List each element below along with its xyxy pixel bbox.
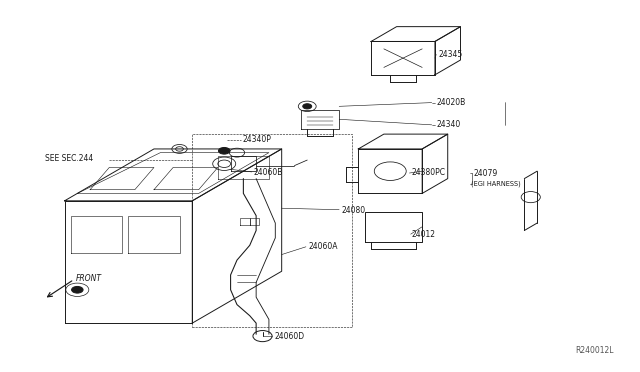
Text: 24020B: 24020B <box>437 98 466 107</box>
Text: R240012L: R240012L <box>575 346 614 355</box>
Text: 24012: 24012 <box>412 230 436 239</box>
Text: 24080: 24080 <box>341 206 365 215</box>
Text: FRONT: FRONT <box>76 274 102 283</box>
Text: 24340: 24340 <box>437 120 461 129</box>
Text: 24060D: 24060D <box>274 332 304 341</box>
Text: 24060A: 24060A <box>308 242 338 251</box>
Circle shape <box>72 286 83 293</box>
Text: 24380PC: 24380PC <box>412 168 446 177</box>
Text: SEE SEC.244: SEE SEC.244 <box>45 154 93 163</box>
Text: 24345: 24345 <box>438 50 462 59</box>
Circle shape <box>303 104 312 109</box>
Text: 24340P: 24340P <box>242 135 271 144</box>
Text: (EGI HARNESS): (EGI HARNESS) <box>470 180 520 187</box>
Text: 24060B: 24060B <box>253 168 283 177</box>
Circle shape <box>218 147 230 154</box>
Text: 24079: 24079 <box>473 169 497 177</box>
